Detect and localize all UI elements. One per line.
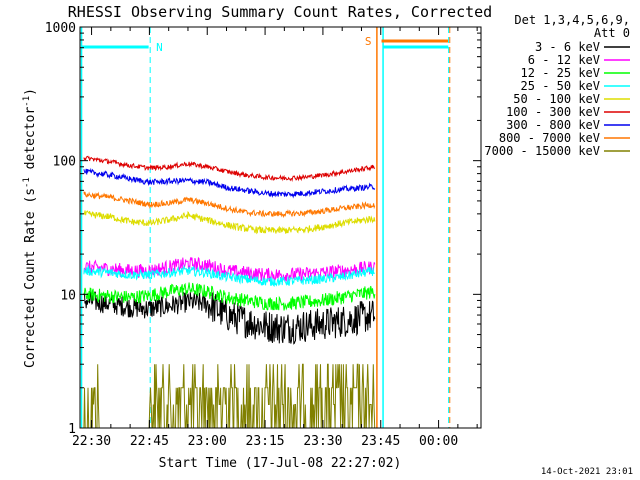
plot-series xyxy=(83,155,376,429)
x-axis: 22:30 22:45 23:00 23:15 23:30 23:45 00:00 xyxy=(72,27,478,449)
legend-entry-label: 100 - 300 keV xyxy=(506,105,600,119)
y-tick-label: 1000 xyxy=(45,21,76,36)
legend-header-line-1: Det 1,3,4,5,6,9, xyxy=(514,13,630,27)
series-line-6 xyxy=(83,167,376,199)
legend-entry-label: 6 - 12 keV xyxy=(528,53,600,67)
y-tick-label: 100 xyxy=(53,155,76,170)
series-line-3 xyxy=(83,264,376,288)
x-tick-label: 00:00 xyxy=(419,434,458,449)
y-tick-label: 1 xyxy=(68,422,76,437)
legend-entry-label: 12 - 25 keV xyxy=(521,66,600,80)
legend-entry-label: 800 - 7000 keV xyxy=(499,131,600,145)
series-line-7 xyxy=(83,191,376,219)
saa-label: S xyxy=(365,35,372,48)
x-tick-label: 22:30 xyxy=(72,434,111,449)
plot-frame xyxy=(79,26,482,429)
legend-entry-label: 50 - 100 keV xyxy=(513,92,600,106)
legend-entry-label: 300 - 800 keV xyxy=(506,118,600,132)
legend-entry-label: 25 - 50 keV xyxy=(521,79,600,93)
legend-header-line-2: Att 0 xyxy=(594,26,630,40)
series-line-1 xyxy=(83,256,376,283)
legend-entry-label: 3 - 6 keV xyxy=(535,40,600,54)
x-tick-label: 23:30 xyxy=(303,434,342,449)
x-axis-label: Start Time (17-Jul-08 22:27:02) xyxy=(159,456,402,471)
y-tick-label: 10 xyxy=(60,288,76,303)
x-tick-label: 23:15 xyxy=(246,434,285,449)
y-axis: 1 10 100 1000 xyxy=(45,21,481,437)
series-line-0 xyxy=(83,291,376,345)
y-axis-label: Corrected Count Rate (s-1 detector-1) xyxy=(22,88,38,368)
series-line-4 xyxy=(83,210,376,235)
x-tick-label: 23:00 xyxy=(188,434,227,449)
x-tick-label: 23:45 xyxy=(361,434,400,449)
night-label: N xyxy=(156,41,163,54)
chart-title: RHESSI Observing Summary Count Rates, Co… xyxy=(68,3,492,21)
series-line-5 xyxy=(83,155,376,182)
x-tick-label: 22:45 xyxy=(130,434,169,449)
legend-entry-label: 7000 - 15000 keV xyxy=(484,144,600,158)
series-line-2 xyxy=(83,282,376,311)
footer-date: 14-Oct-2021 23:01 xyxy=(541,467,633,477)
